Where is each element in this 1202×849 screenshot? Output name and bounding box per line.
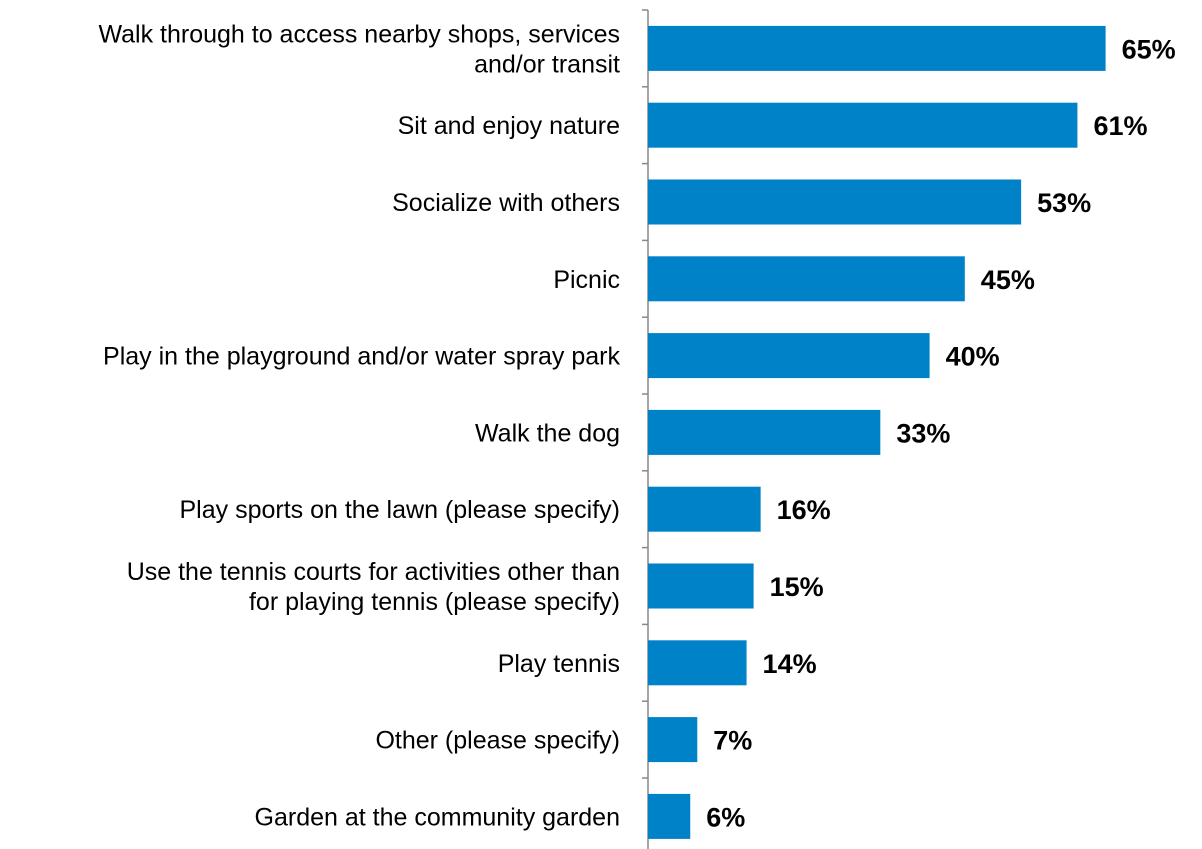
category-label: Play in the playground and/or water spra… [103,343,620,371]
bar [648,793,691,839]
data-label: 14% [763,649,817,679]
data-label: 45% [981,265,1035,295]
bar [648,640,747,686]
value-label-layer: 65% 61% 53% 45% 40% 33% 16% 15% 14% 7% 6% [706,34,1175,832]
category-label-line: Use the tennis courts for activities oth… [127,558,620,586]
category-label-layer: Walk through to access nearby shops, ser… [98,20,620,831]
category-label: Walk the dog [475,419,620,447]
category-label-line: Socialize with others [392,189,620,217]
category-label-line: and/or transit [474,50,620,78]
category-label-line: Walk the dog [475,419,620,447]
category-label-line: Play tennis [498,650,620,678]
bar [648,25,1106,71]
bar [648,563,754,609]
data-label: 53% [1037,188,1091,218]
data-label: 6% [706,802,745,832]
bar [648,102,1078,148]
category-label: Play sports on the lawn (please specify) [180,496,621,524]
bar [648,179,1022,225]
category-label-line: for playing tennis (please specify) [249,588,620,616]
category-label-line: Play sports on the lawn (please specify) [180,496,621,524]
category-label-line: Sit and enjoy nature [398,112,620,140]
category-label: Garden at the community garden [255,803,620,831]
bar [648,717,698,763]
bar [648,333,930,379]
category-label-line: Garden at the community garden [255,803,620,831]
category-label-line: Other (please specify) [375,727,620,755]
data-label: 65% [1122,34,1176,64]
category-label: Play tennis [498,650,620,678]
category-label-line: Walk through to access nearby shops, ser… [98,20,620,48]
bar [648,256,965,302]
category-label: Socialize with others [392,189,620,217]
bar-layer [648,25,1106,839]
category-label-line: Play in the playground and/or water spra… [103,343,620,371]
category-label: Picnic [553,266,620,294]
data-label: 7% [713,726,752,756]
data-label: 61% [1093,111,1147,141]
bar [648,486,761,532]
category-label: Sit and enjoy nature [398,112,620,140]
category-label: Walk through to access nearby shops, ser… [98,20,620,78]
bar [648,409,881,455]
data-label: 33% [896,418,950,448]
category-label: Use the tennis courts for activities oth… [127,558,620,616]
category-label: Other (please specify) [375,727,620,755]
data-label: 16% [777,495,831,525]
data-label: 40% [946,342,1000,372]
data-label: 15% [770,572,824,602]
category-label-line: Picnic [553,266,620,294]
axis-layer [642,9,649,849]
